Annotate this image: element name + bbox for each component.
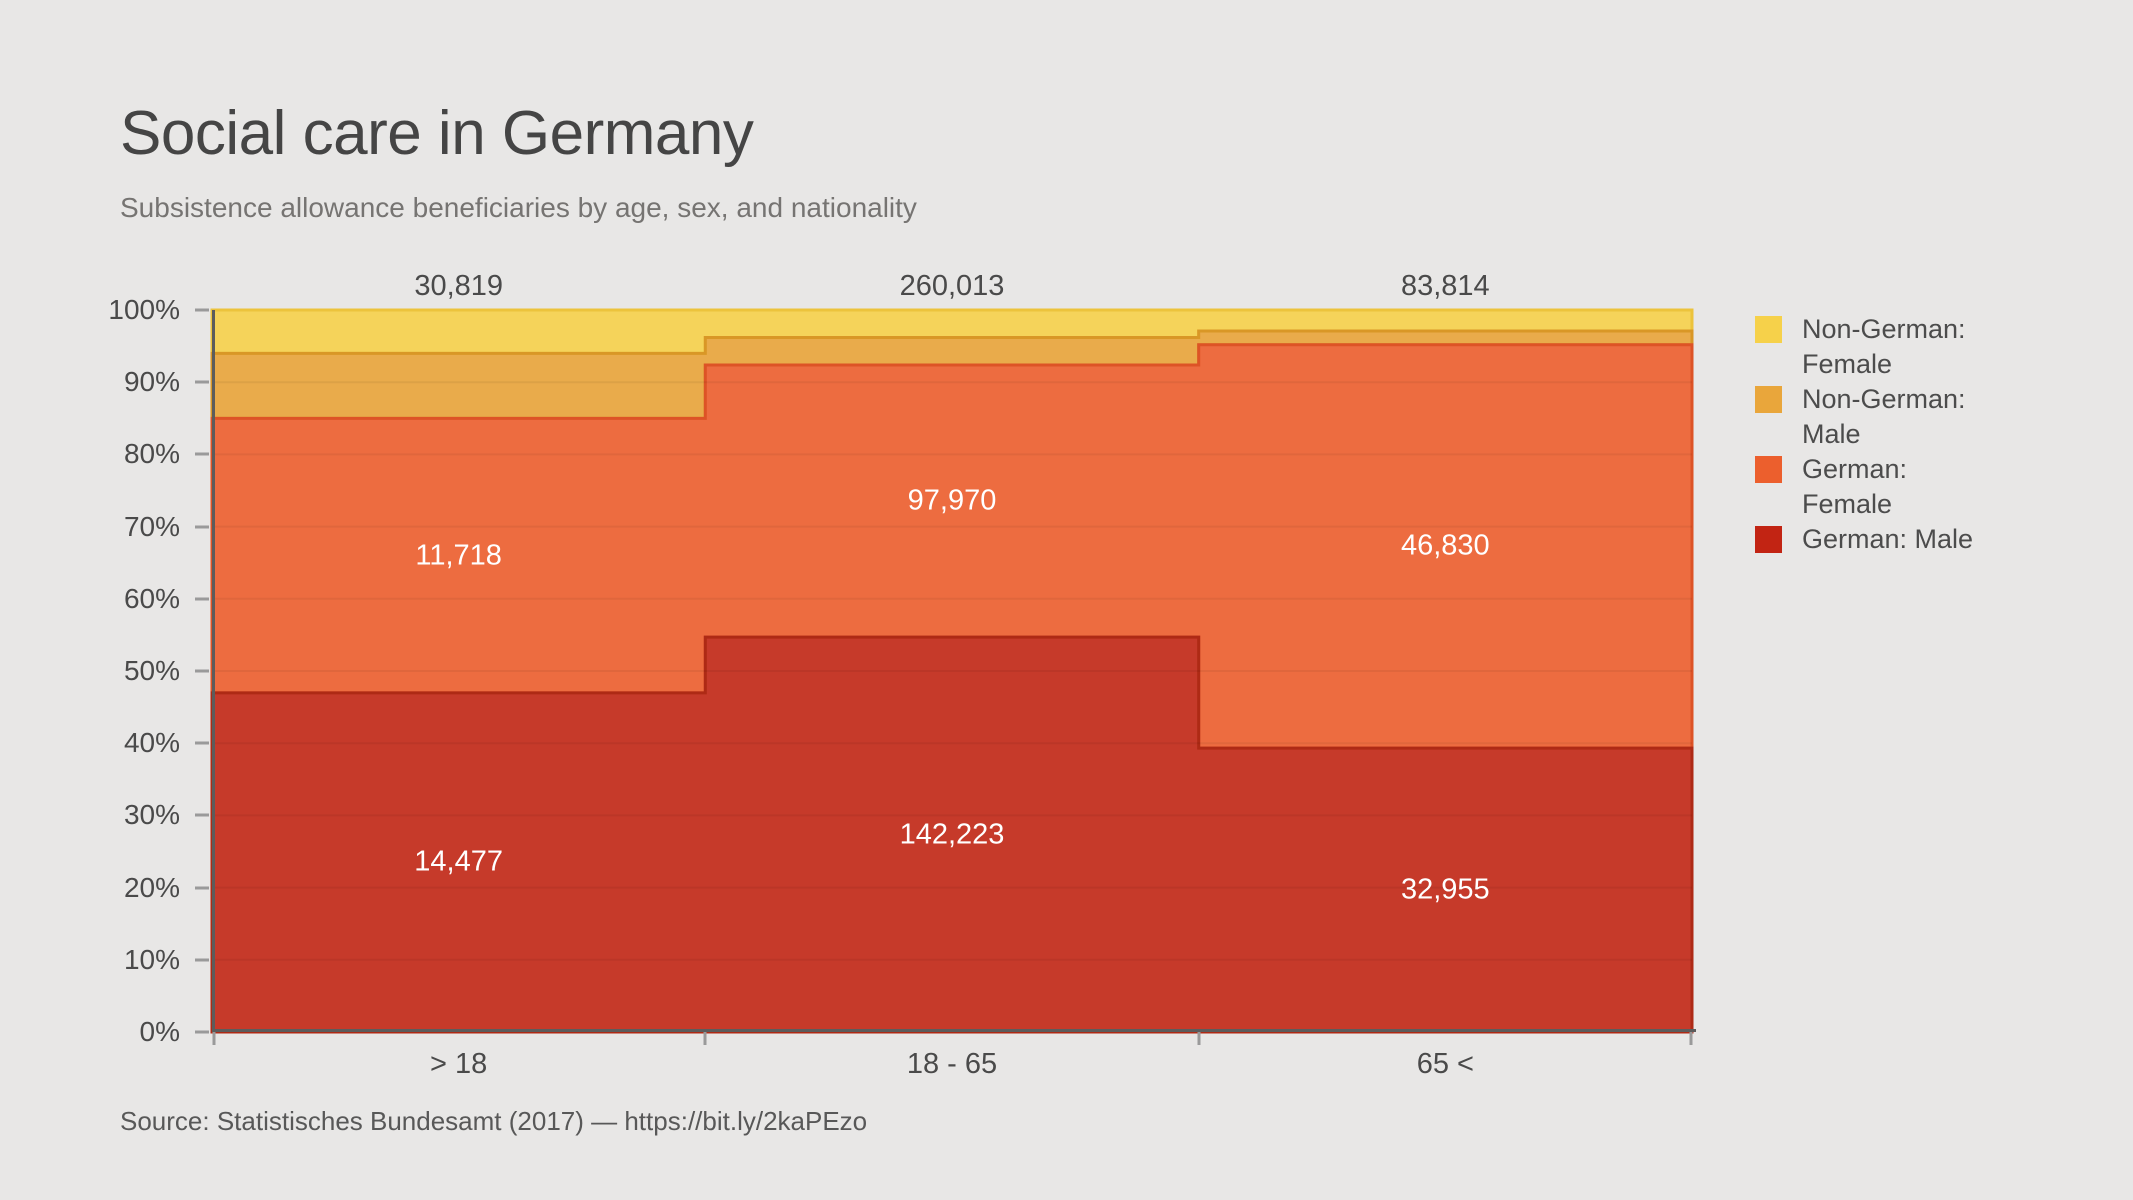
y-tick-mark xyxy=(195,958,209,962)
column-totals-row: 30,819 260,013 83,814 xyxy=(212,270,1692,303)
legend-item-non-german-female: Non-German: Female xyxy=(1755,312,2115,382)
y-tick-label: 0% xyxy=(139,1016,180,1047)
column-total-label: 83,814 xyxy=(1400,270,1490,302)
chart-title: Social care in Germany xyxy=(120,99,754,168)
y-tick-label: 100% xyxy=(108,294,180,325)
legend-item-non-german-male: Non-German: Male xyxy=(1755,382,2115,452)
y-tick-mark xyxy=(195,669,209,673)
y-tick-label: 30% xyxy=(123,799,180,831)
y-tick-mark xyxy=(195,308,209,312)
y-tick-mark xyxy=(195,525,209,529)
x-category-label: > 18 xyxy=(430,1048,488,1080)
chart-subtitle: Subsistence allowance beneficiaries by a… xyxy=(120,192,917,223)
value-label: 14,477 xyxy=(414,845,504,878)
y-tick-label: 20% xyxy=(123,871,180,903)
x-category-label: 65 < xyxy=(1416,1048,1474,1080)
value-label: 142,223 xyxy=(899,818,1005,851)
legend-label: German: Male xyxy=(1802,524,1974,554)
legend-swatch xyxy=(1755,526,1782,553)
stacked-area-svg xyxy=(210,308,1696,1034)
column-total-label: 30,819 xyxy=(414,270,504,302)
legend-item-german-female: German: Female xyxy=(1755,452,2115,522)
y-tick-mark xyxy=(195,597,209,601)
x-tick-mark xyxy=(212,1032,215,1045)
y-tick-label: 80% xyxy=(123,438,180,470)
y-tick-label: 70% xyxy=(123,510,180,542)
value-label: 46,830 xyxy=(1400,529,1490,562)
y-tick-label: 60% xyxy=(123,582,180,614)
legend-swatch xyxy=(1755,456,1782,483)
x-axis-labels: > 18 18 - 65 65 < xyxy=(212,1048,1692,1081)
legend-label: Non-German: Female xyxy=(1802,314,1966,379)
x-category-label: 18 - 65 xyxy=(906,1048,998,1080)
value-label: 32,955 xyxy=(1400,873,1490,906)
legend-swatch xyxy=(1755,386,1782,413)
source-note: Source: Statistisches Bundesamt (2017) —… xyxy=(120,1106,868,1136)
legend-item-german-male: German: Male xyxy=(1755,522,2115,557)
y-axis: 0% 10% 20% 30% 40% 50% 60% 70% 80% 90% 100% xyxy=(0,294,212,1047)
value-label: 97,970 xyxy=(907,484,997,517)
y-tick-label: 50% xyxy=(123,655,180,686)
y-tick-mark xyxy=(195,813,209,817)
legend-label: Non-German: Male xyxy=(1802,384,1966,449)
stacked-area-plot: 14,477 142,223 32,955 11,718 97,970 46,830 xyxy=(210,308,1696,1045)
y-tick-label: 90% xyxy=(123,366,180,398)
y-tick-label: 10% xyxy=(123,943,180,975)
column-total-label: 260,013 xyxy=(899,270,1005,302)
y-tick-mark xyxy=(195,886,209,890)
legend-label: German: Female xyxy=(1802,454,1908,519)
y-tick-label: 40% xyxy=(123,727,180,759)
x-tick-mark xyxy=(1197,1032,1201,1045)
x-tick-mark xyxy=(1689,1032,1692,1045)
y-tick-mark xyxy=(195,741,209,745)
value-label: 11,718 xyxy=(415,539,502,572)
legend: Non-German: Female Non-German: Male German… xyxy=(1755,312,2115,557)
y-tick-mark xyxy=(195,1030,209,1034)
y-tick-mark xyxy=(195,380,209,384)
legend-swatch xyxy=(1755,316,1782,343)
x-tick-mark xyxy=(703,1032,707,1045)
y-tick-mark xyxy=(195,452,209,456)
